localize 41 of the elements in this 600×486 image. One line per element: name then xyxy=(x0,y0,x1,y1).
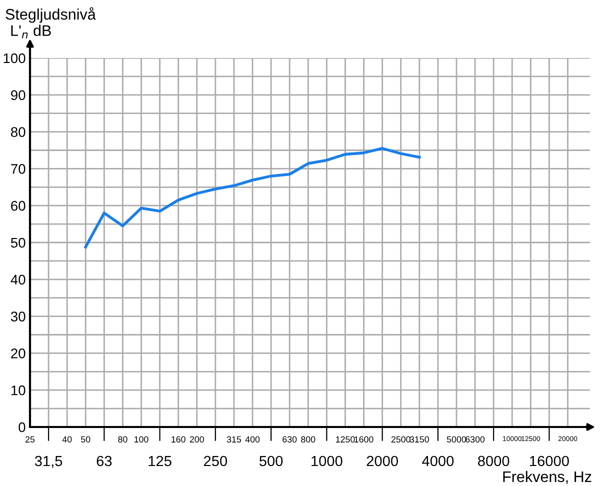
x-tick-label: 80 xyxy=(118,436,128,443)
y-tick-label: 90 xyxy=(11,90,26,100)
x-tick-label: 4000 xyxy=(422,456,454,466)
x-tick-label: 630 xyxy=(282,436,297,443)
x-tick-label: 100 xyxy=(134,436,148,443)
x-tick-label: 400 xyxy=(245,436,260,443)
x-tick-label: 6300 xyxy=(466,436,485,443)
x-tick-label: 50 xyxy=(81,436,90,443)
y-tick-label: 100 xyxy=(4,53,26,64)
y-tick-label: 70 xyxy=(11,164,26,174)
x-tick-label: 1250 xyxy=(336,436,355,443)
y-tick-label: 80 xyxy=(10,127,26,137)
y-tick-label: 30 xyxy=(10,312,26,322)
x-axis-title: Frekvens, Hz xyxy=(503,470,592,484)
x-tick-label: 800 xyxy=(301,436,316,443)
x-tick-label: 3150 xyxy=(410,436,429,443)
x-tick-label: 16000 xyxy=(530,456,569,466)
x-tick-label: 315 xyxy=(226,436,242,443)
x-tick-label: 25 xyxy=(26,436,35,443)
y-tick-label: 40 xyxy=(10,274,26,285)
x-tick-label: 160 xyxy=(172,436,186,443)
x-tick-label: 250 xyxy=(204,456,228,466)
x-tick-label: 31,5 xyxy=(34,456,62,468)
y-tick-label: 10 xyxy=(11,385,26,396)
y-tick-label: 50 xyxy=(10,238,26,248)
x-tick-label: 2500 xyxy=(391,436,410,443)
y-tick-label: 0 xyxy=(18,422,26,432)
x-tick-label: 5000 xyxy=(446,436,466,443)
x-tick-label: 8000 xyxy=(478,456,510,466)
x-tick-label: 63 xyxy=(96,456,112,466)
x-tick-label: 40 xyxy=(62,436,72,443)
y-tick-label: 60 xyxy=(11,200,26,211)
x-tick-label: 125 xyxy=(148,456,172,466)
y-tick-label: 20 xyxy=(11,348,26,358)
line-series xyxy=(84,147,421,248)
x-tick-label: 1000 xyxy=(312,456,342,466)
x-tick-label: 2000 xyxy=(366,456,398,466)
x-tick-label: 1600 xyxy=(354,436,374,443)
x-tick-label: 200 xyxy=(190,436,204,443)
x-tick-label: 500 xyxy=(259,456,283,466)
y-axis-title: Stegljudsnivå L'$_{n}$ dB xyxy=(6,7,96,38)
